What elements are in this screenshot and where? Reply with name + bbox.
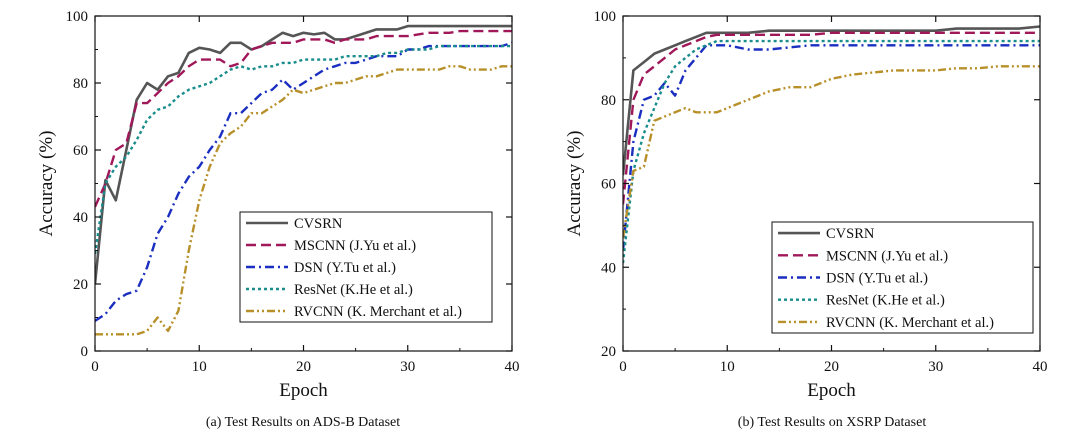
series-line-resnet [95, 44, 512, 255]
x-tick-label: 0 [91, 359, 99, 375]
x-tick-label: 10 [192, 359, 207, 375]
legend-box [771, 221, 1034, 334]
chart-caption: (a) Test Results on ADS-B Dataset [206, 415, 400, 430]
chart-b: 0 10 20 30 40 20 40 60 80 100 Epoch Accuracy (%) (b)… [564, 9, 1048, 430]
y-tick-label: 80 [601, 93, 616, 109]
y-tick-label: 40 [601, 260, 616, 276]
y-tick-label: 80 [73, 76, 88, 92]
legend-entry: CVSRN [826, 226, 875, 242]
y-tick-label: 100 [66, 9, 89, 25]
series-line-mscnn [623, 31, 1040, 205]
legend-entry: ResNet (K.He et al.) [294, 282, 413, 298]
x-tick-label: 20 [296, 359, 311, 375]
series-line-rvcnn [623, 65, 1040, 239]
x-tick-label: 30 [400, 359, 415, 375]
x-tick-label: 20 [824, 359, 839, 375]
legend-entry: DSN (Y.Tu et al.) [826, 271, 928, 287]
series-line-rvcnn [95, 65, 512, 336]
y-tick-label: 0 [81, 344, 89, 360]
series-line-cvsrn [623, 25, 1040, 176]
y-tick-label: 40 [73, 210, 88, 226]
legend-entry: MSCNN (J.Yu et al.) [826, 248, 948, 264]
legend-entry: DSN (Y.Tu et al.) [294, 260, 396, 276]
x-axis-label: Epoch [279, 380, 328, 401]
x-tick-label: 40 [505, 359, 520, 375]
x-tick-label: 0 [619, 359, 627, 375]
x-tick-label: 10 [720, 359, 735, 375]
legend-entry: RVCNN (K. Merchant et al.) [826, 315, 994, 331]
chart-a: 0 10 20 30 40 0 20 40 60 80 100 Epoch Accuracy (%) (a… [36, 9, 520, 430]
legend: CVSRN MSCNN (J.Yu et al.) DSN (Y.Tu et al.… [239, 211, 493, 323]
legend: CVSRN MSCNN (J.Yu et al.) DSN (Y.Tu et al.… [771, 221, 1034, 334]
legend-box [239, 211, 493, 323]
series-line-dsn [623, 44, 1040, 251]
x-tick-label: 40 [1033, 359, 1048, 375]
x-tick-label: 30 [928, 359, 943, 375]
legend-entry: ResNet (K.He et al.) [826, 293, 945, 309]
series-line-mscnn [95, 29, 512, 208]
y-axis-label: Accuracy (%) [36, 130, 57, 236]
legend-entry: CVSRN [294, 216, 343, 232]
y-axis-label: Accuracy (%) [564, 130, 585, 236]
y-tick-label: 60 [73, 143, 88, 159]
legend-entry: MSCNN (J.Yu et al.) [294, 238, 416, 254]
legend-entry: RVCNN (K. Merchant et al.) [294, 304, 462, 320]
y-tick-label: 20 [601, 344, 616, 360]
x-axis-label: Epoch [807, 380, 856, 401]
y-tick-label: 20 [73, 277, 88, 293]
y-tick-label: 100 [594, 9, 617, 25]
y-tick-label: 60 [601, 177, 616, 193]
series-line-cvsrn [95, 24, 512, 285]
chart-caption: (b) Test Results on XSRP Dataset [738, 415, 927, 430]
